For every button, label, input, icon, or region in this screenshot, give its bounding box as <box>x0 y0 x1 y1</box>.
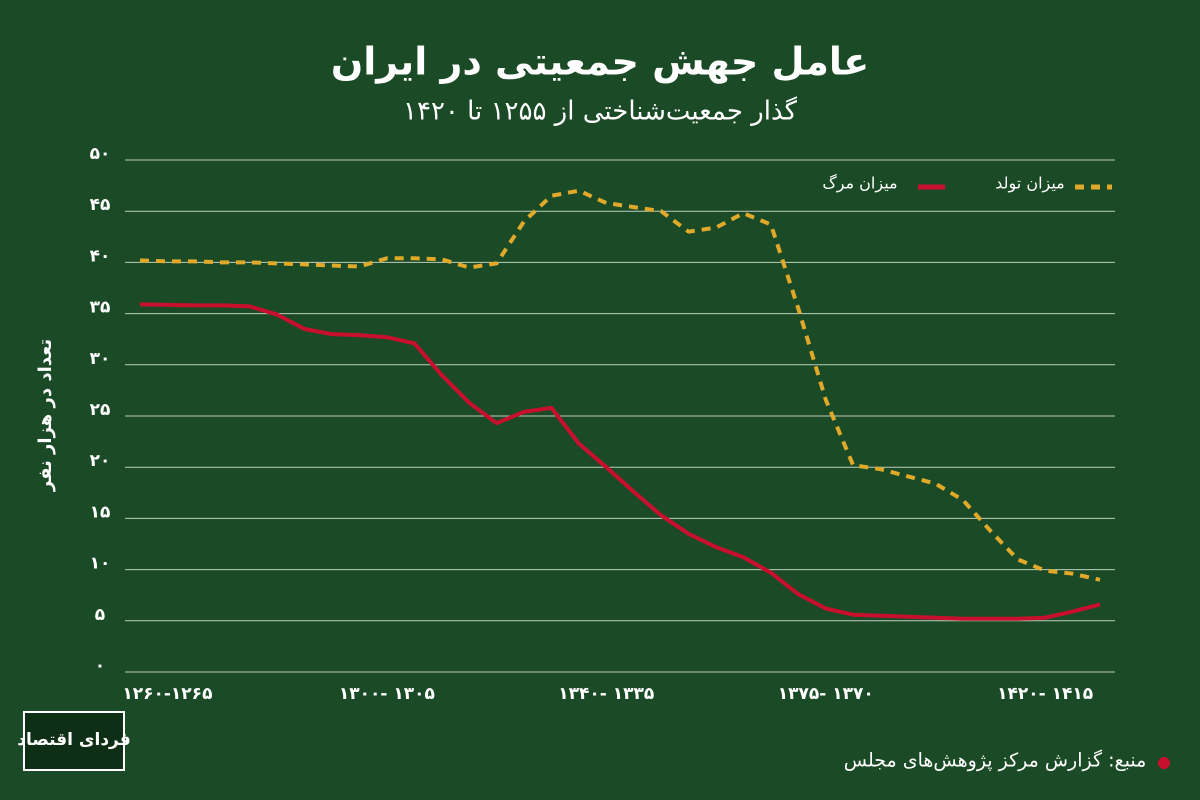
legend-label: میزان مرگ <box>822 174 897 194</box>
y-tick-label: ۵ <box>95 605 105 625</box>
x-tick-label: ۱۳۷۵- ۱۳۷۰ <box>778 684 874 704</box>
y-tick-label: ۲۰ <box>90 451 111 471</box>
y-tick-label: ۰ <box>95 656 105 676</box>
y-axis-label: تعداد در هزار نفر <box>35 339 56 492</box>
x-tick-label: ۱۳۴۰- ۱۳۳۵ <box>558 684 654 704</box>
logo-box <box>23 711 125 771</box>
data-line <box>139 188 1101 582</box>
source-bullet <box>1158 757 1170 769</box>
legend-label: میزان تولد <box>995 174 1065 194</box>
data-line <box>139 302 1101 621</box>
y-tick-label: ۴۰ <box>90 246 111 266</box>
y-tick-label: ۱۰ <box>90 554 111 574</box>
chart-title: عامل جهش جمعیتی در ایران <box>331 40 869 84</box>
x-tick-label: ۱۴۲۰- ۱۴۱۵ <box>997 684 1093 704</box>
y-tick-label: ۵۰ <box>90 144 111 164</box>
x-tick-label: ۱۲۶۰-۱۲۶۵ <box>122 684 212 704</box>
x-tick-label: ۱۳۰۰- ۱۳۰۵ <box>339 684 435 704</box>
source: منبع: گزارش مرکز پژوهش‌های مجلس <box>844 749 1147 772</box>
logo-text: فردای اقتصاد <box>17 730 131 750</box>
y-tick-label: ۳۰ <box>90 349 111 369</box>
chart-subtitle: گذار جمعیت‌شناختی از ۱۲۵۵ تا ۱۴۲۰ <box>403 96 798 127</box>
y-tick-label: ۴۵ <box>90 195 111 215</box>
y-tick-label: ۳۵ <box>90 298 111 318</box>
y-tick-label: ۲۵ <box>90 400 111 420</box>
y-tick-label: ۱۵ <box>90 502 111 522</box>
